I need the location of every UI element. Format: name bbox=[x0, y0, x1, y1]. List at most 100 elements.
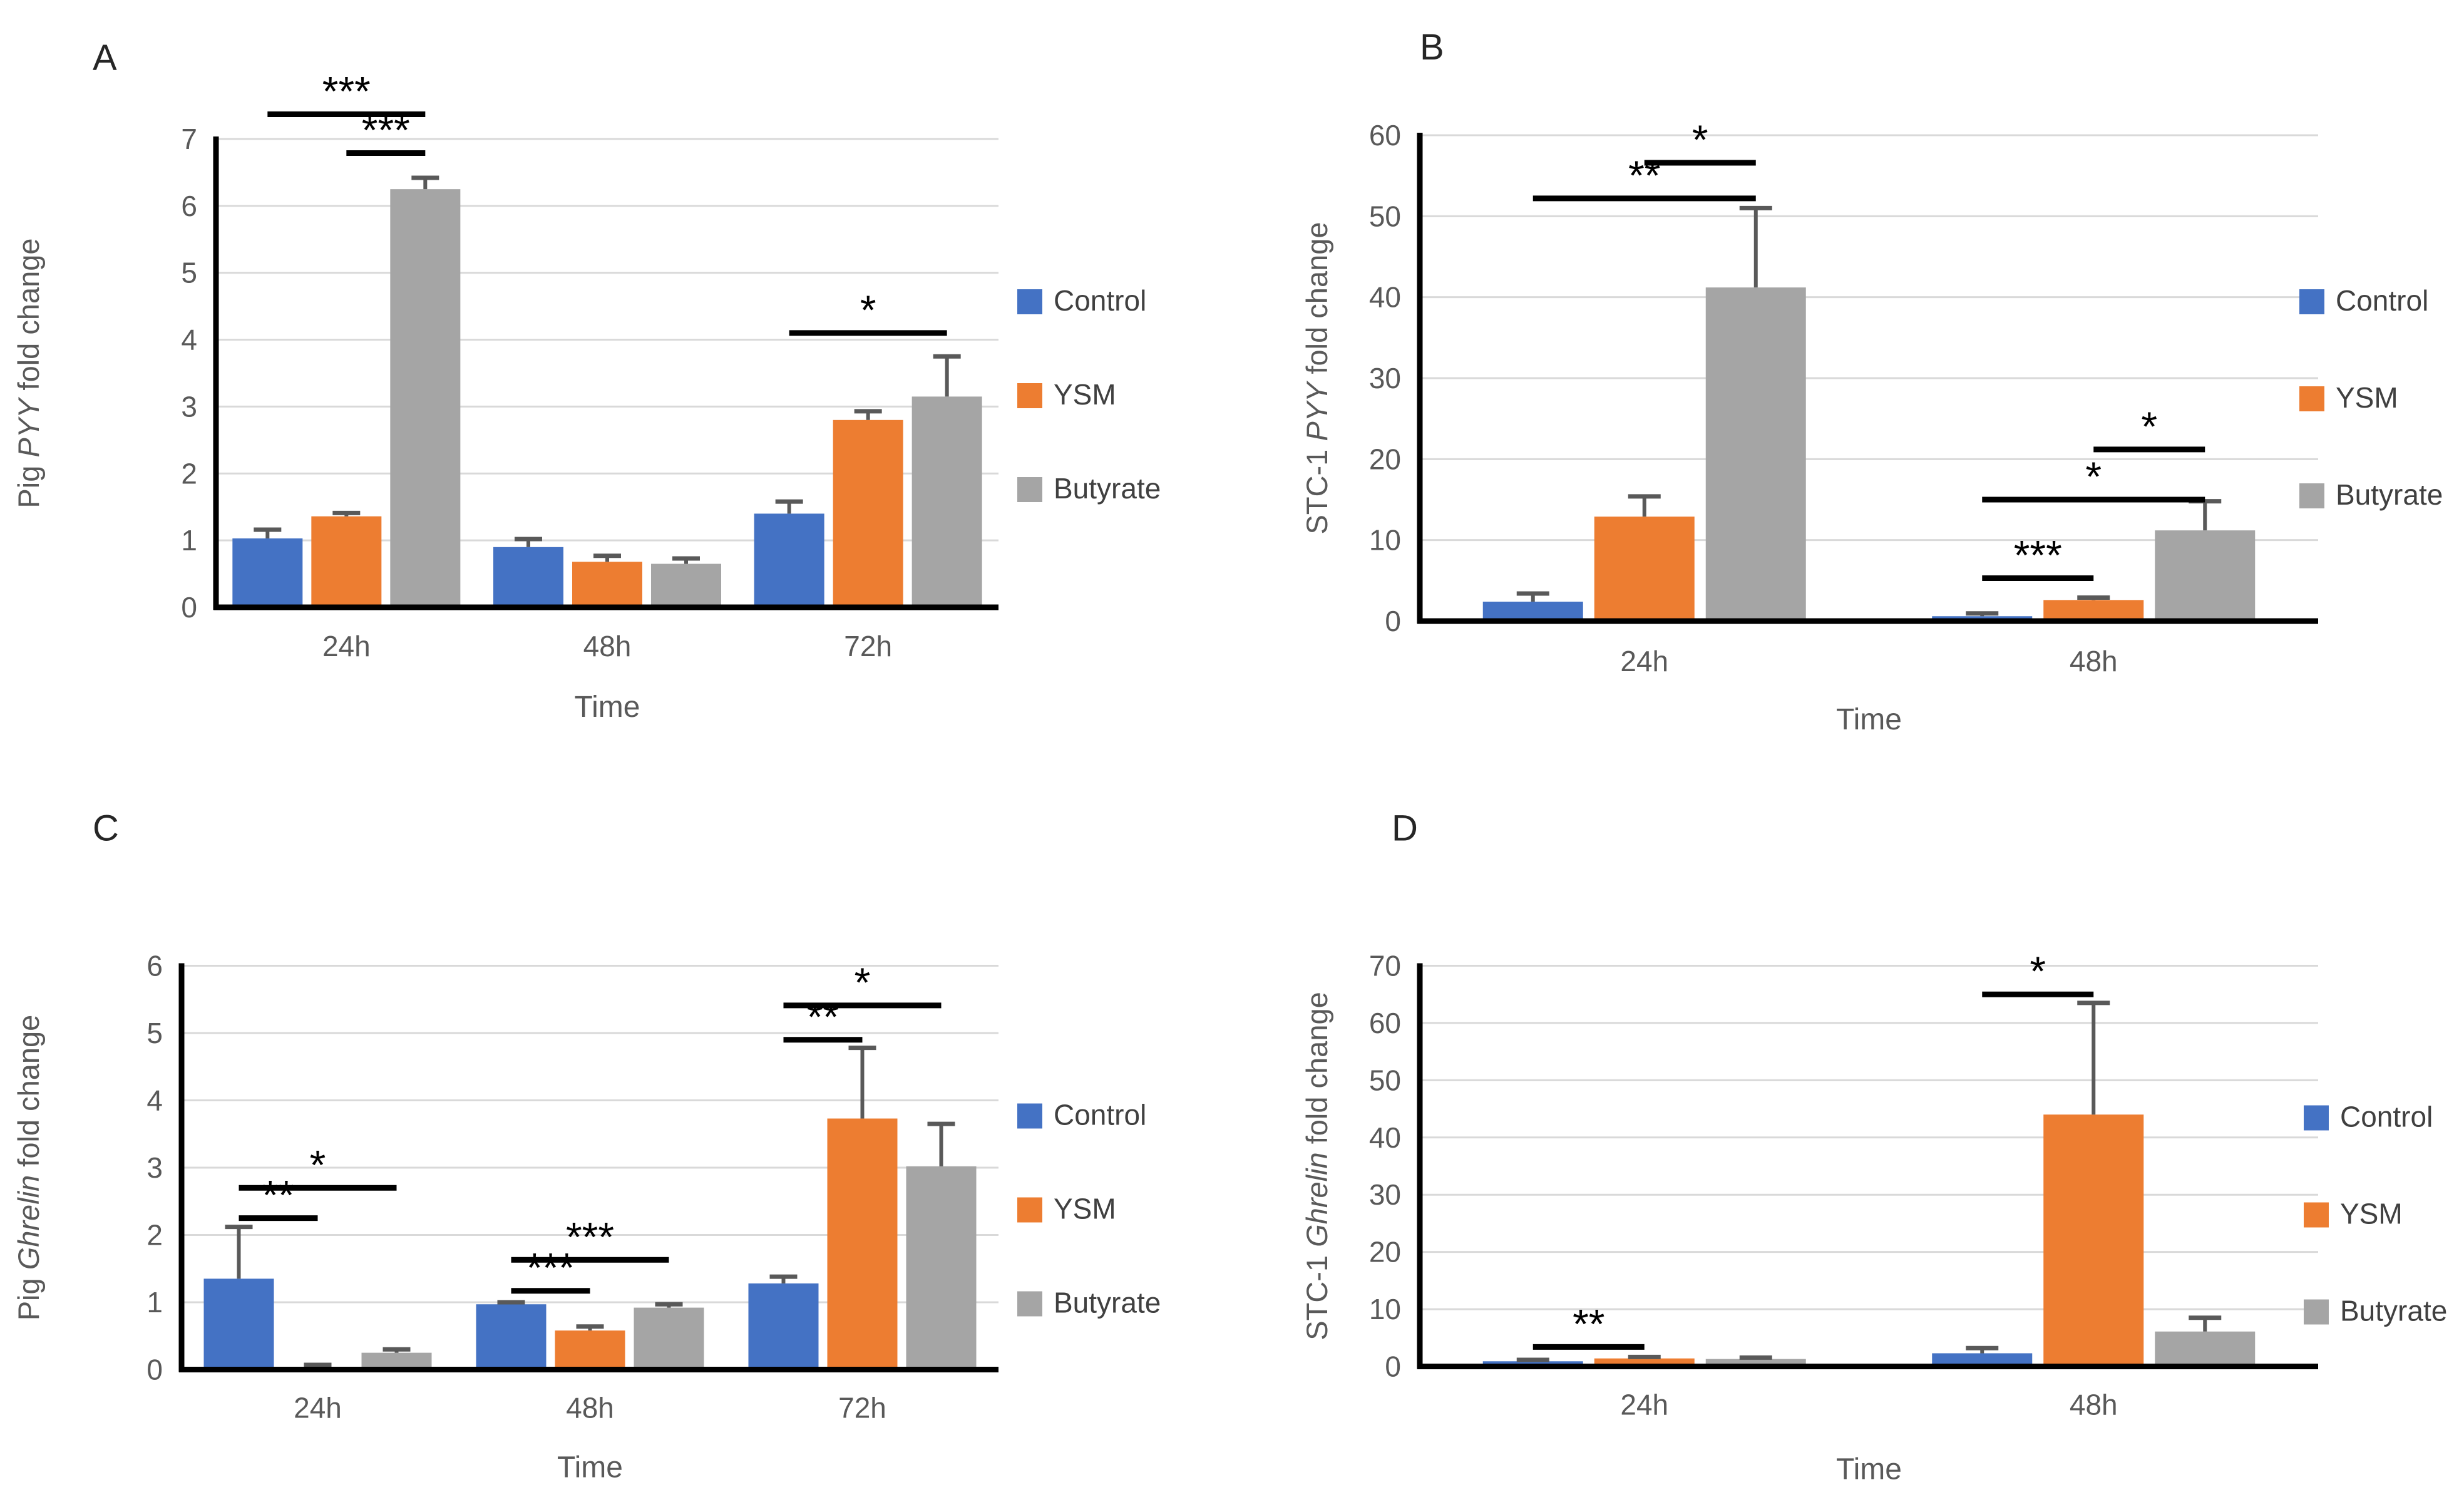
y-tick-label: 2 bbox=[146, 1219, 163, 1252]
bar-butyrate-48h bbox=[2155, 1331, 2256, 1367]
legend-swatch-butyrate bbox=[1017, 477, 1042, 502]
legend-item-butyrate: Butyrate bbox=[1017, 1287, 1161, 1319]
bar-ysm-72h bbox=[833, 419, 903, 607]
legend-label-control: Control bbox=[1054, 284, 1146, 317]
y-tick-label: 30 bbox=[1369, 1178, 1401, 1211]
bar-control-72h bbox=[754, 513, 824, 607]
bar-butyrate-72h bbox=[911, 396, 982, 607]
legend-item-control: Control bbox=[1017, 1099, 1146, 1131]
legend-swatch-ysm bbox=[2304, 1202, 2329, 1228]
significance-stars: ** bbox=[262, 1172, 294, 1218]
significance-stars: * bbox=[2030, 948, 2046, 994]
legend-item-control: Control bbox=[1017, 284, 1146, 317]
y-tick-label: 10 bbox=[1369, 1293, 1401, 1325]
x-axis-title: Time bbox=[557, 1451, 623, 1484]
bar-ysm-48h bbox=[555, 1330, 625, 1370]
x-tick-label-24h: 24h bbox=[322, 630, 371, 662]
y-tick-label: 50 bbox=[1369, 200, 1401, 232]
legend-swatch-butyrate bbox=[2304, 1299, 2329, 1325]
bar-control-24h bbox=[1482, 601, 1583, 621]
legend-label-control: Control bbox=[1054, 1099, 1146, 1131]
y-tick-label: 6 bbox=[181, 190, 197, 222]
legend-item-ysm: YSM bbox=[2299, 381, 2398, 414]
significance-stars: ** bbox=[1628, 152, 1660, 198]
x-tick-label-48h: 48h bbox=[566, 1392, 614, 1424]
y-axis-title: STC-1 Ghrelin fold change bbox=[1300, 992, 1333, 1340]
x-tick-label-72h: 72h bbox=[844, 630, 892, 662]
y-tick-label: 0 bbox=[181, 591, 197, 624]
x-tick-label-24h: 24h bbox=[294, 1392, 342, 1424]
y-tick-label: 6 bbox=[146, 950, 163, 982]
legend-label-ysm: YSM bbox=[2336, 381, 2398, 414]
significance-stars: *** bbox=[322, 68, 371, 114]
y-tick-label: 30 bbox=[1369, 362, 1401, 394]
bar-butyrate-24h bbox=[1705, 1359, 1806, 1367]
x-tick-label-48h: 48h bbox=[2070, 1389, 2118, 1421]
significance-stars: * bbox=[860, 287, 876, 333]
bar-butyrate-24h bbox=[1705, 287, 1806, 621]
x-tick-label-24h: 24h bbox=[1620, 1389, 1668, 1421]
legend-swatch-ysm bbox=[1017, 1197, 1042, 1223]
legend-item-ysm: YSM bbox=[1017, 1193, 1116, 1225]
y-tick-label: 7 bbox=[181, 123, 197, 155]
legend-swatch-butyrate bbox=[1017, 1291, 1042, 1317]
legend-swatch-ysm bbox=[2299, 386, 2324, 411]
y-tick-label: 2 bbox=[181, 457, 197, 490]
bar-control-48h bbox=[476, 1304, 547, 1370]
y-axis-title: STC-1 PYY fold change bbox=[1300, 222, 1333, 535]
significance-stars: * bbox=[2085, 453, 2102, 500]
panel-letter-d: D bbox=[1392, 808, 1418, 849]
significance-stars: *** bbox=[2014, 532, 2062, 578]
x-axis-title: Time bbox=[575, 691, 640, 724]
legend-item-butyrate: Butyrate bbox=[2304, 1295, 2447, 1327]
legend-swatch-control bbox=[2304, 1105, 2329, 1131]
bar-control-24h bbox=[203, 1278, 274, 1370]
y-tick-label: 5 bbox=[181, 257, 197, 289]
bar-ysm-24h bbox=[1594, 517, 1695, 621]
legend-label-control: Control bbox=[2340, 1101, 2433, 1133]
bar-ysm-24h bbox=[311, 516, 382, 607]
y-tick-label: 0 bbox=[146, 1354, 163, 1386]
y-axis-title: Pig PYY fold change bbox=[12, 238, 45, 508]
y-tick-label: 4 bbox=[146, 1084, 163, 1117]
bar-control-48h bbox=[493, 547, 563, 607]
legend-item-butyrate: Butyrate bbox=[2299, 478, 2443, 511]
y-tick-label: 0 bbox=[1385, 605, 1401, 637]
y-tick-label: 40 bbox=[1369, 281, 1401, 314]
y-tick-label: 20 bbox=[1369, 1236, 1401, 1268]
y-tick-label: 50 bbox=[1369, 1064, 1401, 1096]
x-tick-label-48h: 48h bbox=[2070, 645, 2118, 677]
legend-item-butyrate: Butyrate bbox=[1017, 472, 1161, 505]
y-axis-title: Pig Ghrelin fold change bbox=[12, 1015, 45, 1321]
bar-butyrate-72h bbox=[906, 1166, 977, 1370]
y-tick-label: 1 bbox=[181, 524, 197, 557]
significance-stars: *** bbox=[566, 1213, 614, 1260]
y-tick-label: 10 bbox=[1369, 524, 1401, 557]
legend-item-control: Control bbox=[2299, 284, 2428, 317]
legend-label-control: Control bbox=[2336, 284, 2428, 317]
y-tick-label: 1 bbox=[146, 1286, 163, 1319]
legend-swatch-control bbox=[1017, 1103, 1042, 1129]
y-tick-label: 60 bbox=[1369, 1007, 1401, 1039]
y-tick-label: 70 bbox=[1369, 950, 1401, 982]
x-tick-label-48h: 48h bbox=[583, 630, 632, 662]
legend-item-ysm: YSM bbox=[1017, 378, 1116, 411]
y-tick-label: 40 bbox=[1369, 1121, 1401, 1154]
x-axis-title: Time bbox=[1836, 703, 1902, 736]
y-tick-label: 60 bbox=[1369, 119, 1401, 152]
legend-label-butyrate: Butyrate bbox=[2340, 1295, 2447, 1327]
legend-label-butyrate: Butyrate bbox=[1054, 472, 1161, 505]
bar-control-48h bbox=[1932, 1353, 2033, 1367]
legend-swatch-butyrate bbox=[2299, 483, 2324, 508]
legend-item-control: Control bbox=[2304, 1101, 2433, 1133]
legend-label-butyrate: Butyrate bbox=[2336, 478, 2443, 511]
bar-ysm-72h bbox=[827, 1118, 898, 1370]
y-tick-label: 3 bbox=[146, 1151, 163, 1184]
bar-ysm-48h bbox=[572, 562, 642, 607]
legend-swatch-ysm bbox=[1017, 383, 1042, 408]
